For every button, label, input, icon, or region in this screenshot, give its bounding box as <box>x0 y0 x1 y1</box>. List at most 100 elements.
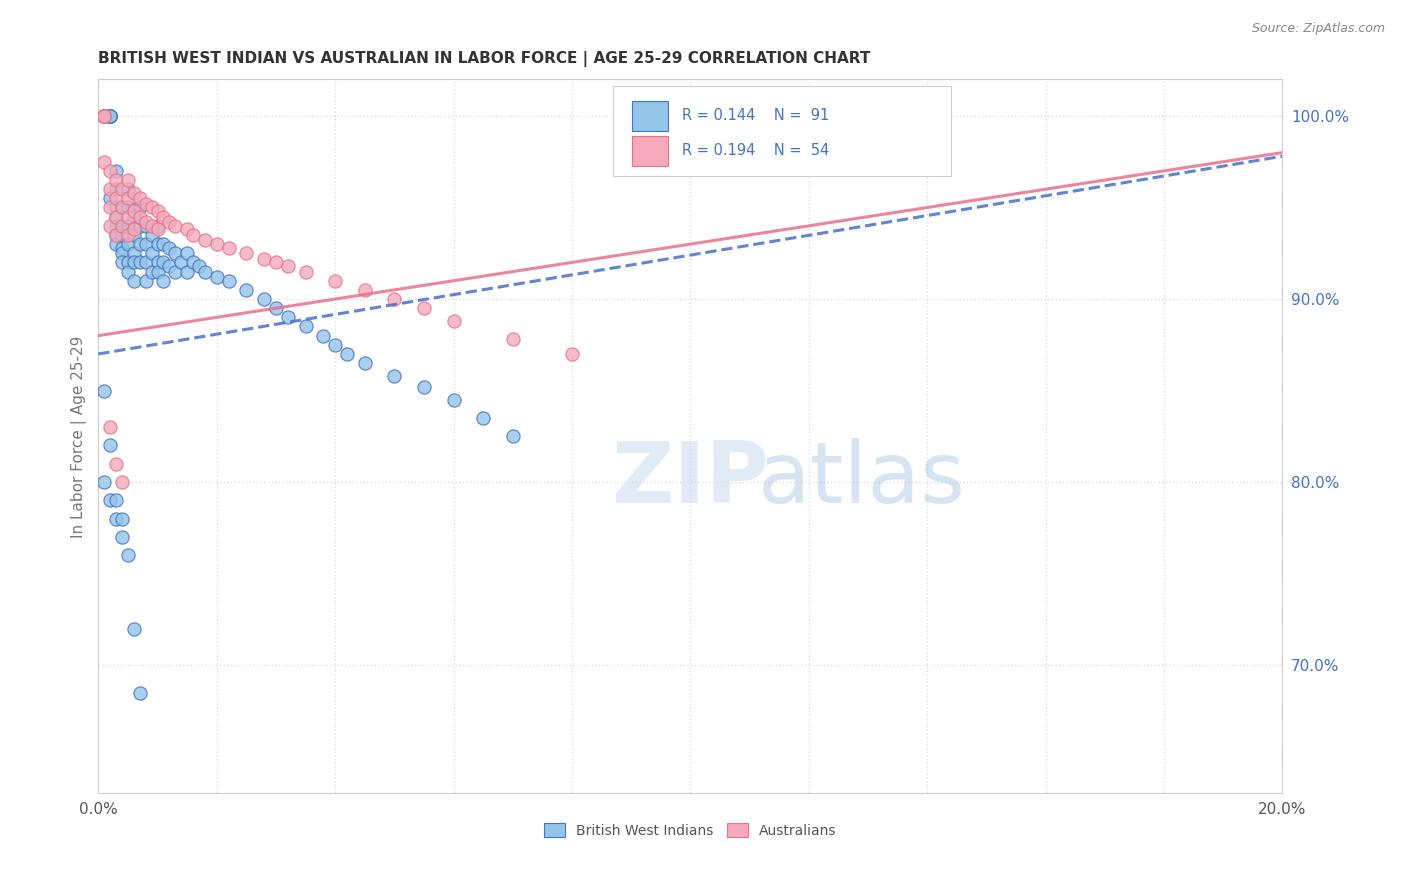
Point <box>93 109 115 123</box>
Point <box>128 255 150 269</box>
Point <box>253 292 276 306</box>
Point <box>122 204 145 219</box>
Point <box>93 384 115 398</box>
Point <box>128 201 150 215</box>
Point <box>165 246 187 260</box>
Point <box>93 109 115 123</box>
Point <box>135 255 157 269</box>
Point <box>384 368 406 383</box>
Point <box>235 283 257 297</box>
Point <box>235 246 257 260</box>
Point <box>323 338 346 352</box>
Point <box>117 191 139 205</box>
Point <box>122 227 145 242</box>
Point <box>117 264 139 278</box>
Point <box>502 332 524 346</box>
Point <box>93 154 115 169</box>
Point <box>312 328 335 343</box>
Point <box>194 264 217 278</box>
Point <box>152 274 174 288</box>
Point <box>128 210 150 224</box>
Point <box>443 392 465 407</box>
Point <box>117 227 139 242</box>
Point <box>165 219 187 233</box>
Point <box>141 264 163 278</box>
Point <box>105 512 128 526</box>
Point <box>117 173 139 187</box>
Point <box>218 241 240 255</box>
Point <box>111 219 134 233</box>
Point <box>105 201 128 215</box>
Point <box>152 255 174 269</box>
Point <box>146 219 169 233</box>
Point <box>98 109 121 123</box>
Point <box>128 191 150 205</box>
Point <box>413 380 436 394</box>
Point <box>141 201 163 215</box>
Point <box>122 255 145 269</box>
Point <box>117 210 139 224</box>
Point <box>181 227 204 242</box>
Text: ZIP: ZIP <box>612 438 769 521</box>
Point <box>146 264 169 278</box>
Point <box>264 255 287 269</box>
Point <box>98 182 121 196</box>
Point <box>105 210 128 224</box>
Point <box>141 219 163 233</box>
Point <box>98 438 121 452</box>
Point <box>117 255 139 269</box>
Point <box>561 347 583 361</box>
Point <box>146 237 169 252</box>
FancyBboxPatch shape <box>633 101 668 131</box>
Point <box>93 109 115 123</box>
Point <box>194 234 217 248</box>
Point <box>122 274 145 288</box>
Point <box>105 219 128 233</box>
Text: Source: ZipAtlas.com: Source: ZipAtlas.com <box>1251 22 1385 36</box>
Point <box>111 241 134 255</box>
Point <box>152 210 174 224</box>
Point <box>218 274 240 288</box>
Point <box>264 301 287 315</box>
Point <box>856 136 879 151</box>
Point <box>98 109 121 123</box>
Point <box>117 182 139 196</box>
Point <box>294 264 316 278</box>
Point <box>93 109 115 123</box>
Point <box>93 475 115 489</box>
Point <box>294 319 316 334</box>
Point <box>176 246 198 260</box>
Point <box>122 186 145 200</box>
Point <box>98 493 121 508</box>
Point <box>253 252 276 266</box>
Point <box>205 270 228 285</box>
Point <box>176 264 198 278</box>
Point <box>122 210 145 224</box>
Point <box>117 237 139 252</box>
Point <box>111 219 134 233</box>
Point <box>122 222 145 236</box>
Point <box>135 197 157 211</box>
Point <box>165 264 187 278</box>
Point <box>98 164 121 178</box>
Point <box>111 475 134 489</box>
Point <box>105 191 128 205</box>
Point <box>117 201 139 215</box>
Point <box>111 201 134 215</box>
Point <box>135 215 157 229</box>
Point <box>152 237 174 252</box>
Point <box>98 219 121 233</box>
Legend: British West Indians, Australians: British West Indians, Australians <box>538 818 842 844</box>
Point <box>111 255 134 269</box>
Point <box>105 210 128 224</box>
Point <box>128 685 150 699</box>
FancyBboxPatch shape <box>633 136 668 166</box>
Point <box>122 622 145 636</box>
Point <box>111 530 134 544</box>
Point <box>353 283 375 297</box>
Point <box>472 411 495 425</box>
Point <box>111 201 134 215</box>
Point <box>181 255 204 269</box>
Point <box>105 457 128 471</box>
Point <box>353 356 375 370</box>
